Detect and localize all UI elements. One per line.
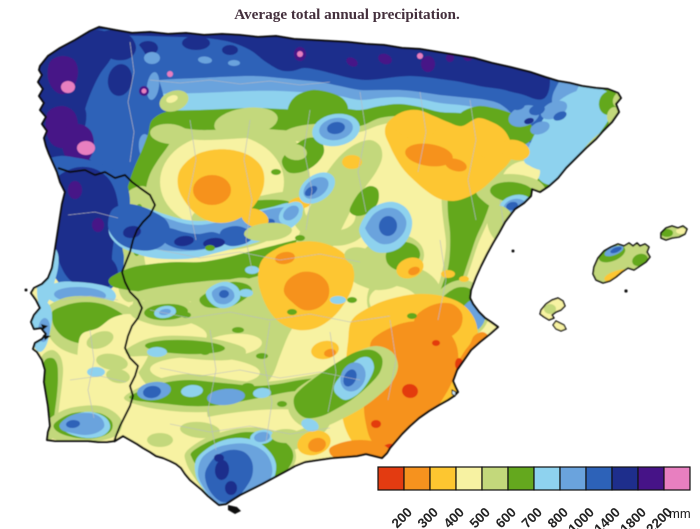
svg-text:mm: mm	[669, 506, 691, 521]
svg-text:Average total annual precipita: Average total annual precipitation.	[234, 6, 460, 23]
